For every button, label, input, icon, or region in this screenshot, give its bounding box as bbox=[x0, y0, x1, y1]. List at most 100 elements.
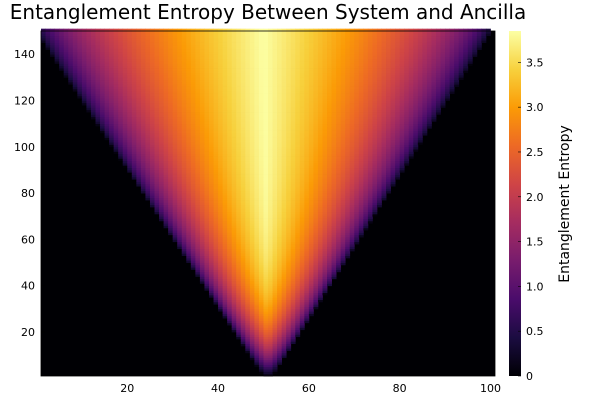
heat-cell bbox=[376, 160, 382, 164]
heat-cell bbox=[417, 109, 423, 113]
heat-cell bbox=[236, 188, 242, 192]
heat-cell bbox=[263, 204, 269, 208]
heat-cell bbox=[136, 179, 142, 182]
heat-cell bbox=[263, 144, 269, 148]
heat-cell bbox=[272, 193, 278, 196]
heat-cell bbox=[290, 325, 296, 328]
heat-cell bbox=[390, 162, 396, 166]
heat-cell bbox=[190, 227, 196, 231]
heat-cell bbox=[218, 301, 223, 305]
heat-cell bbox=[313, 200, 319, 203]
heat-cell bbox=[149, 179, 155, 182]
heat-cell bbox=[286, 149, 292, 152]
heat-cell bbox=[213, 160, 219, 164]
heat-cell bbox=[204, 98, 210, 101]
heat-cell bbox=[113, 151, 119, 155]
heat-cell bbox=[208, 281, 214, 284]
heat-cell bbox=[227, 283, 233, 287]
heat-cell bbox=[195, 271, 201, 275]
heat-cell bbox=[345, 116, 351, 120]
heat-cell bbox=[249, 102, 255, 106]
heat-cell bbox=[322, 112, 328, 115]
heat-cell bbox=[249, 183, 255, 187]
heat-cell bbox=[317, 121, 323, 125]
heat-cell bbox=[354, 98, 360, 101]
heat-cell bbox=[190, 186, 196, 189]
heat-cell bbox=[204, 165, 210, 169]
heat-cell bbox=[322, 253, 328, 256]
heat-cell bbox=[331, 209, 337, 213]
heat-cell bbox=[386, 165, 391, 169]
heat-cell bbox=[308, 112, 314, 115]
heat-cell bbox=[363, 190, 369, 194]
heat-cell bbox=[367, 139, 373, 143]
heat-cell bbox=[386, 179, 391, 182]
heat-cell bbox=[172, 116, 178, 120]
heat-cell bbox=[95, 102, 101, 106]
heat-cell bbox=[272, 285, 278, 289]
heat-cell bbox=[390, 125, 396, 129]
heat-cell bbox=[327, 225, 332, 229]
heat-cell bbox=[163, 223, 169, 226]
heat-cell bbox=[190, 153, 196, 157]
heat-cell bbox=[272, 239, 278, 243]
heat-cell bbox=[295, 232, 301, 236]
heat-cell bbox=[363, 216, 369, 219]
heat-cell bbox=[236, 149, 242, 152]
heat-cell bbox=[213, 174, 219, 178]
heat-cell bbox=[240, 193, 246, 196]
heat-cell bbox=[295, 114, 301, 118]
heat-cell bbox=[281, 334, 287, 338]
heat-cell bbox=[181, 149, 187, 152]
heat-cell bbox=[417, 123, 423, 127]
heat-cell bbox=[190, 102, 196, 106]
heat-cell bbox=[263, 338, 269, 342]
heat-cell bbox=[163, 181, 169, 185]
heat-cell bbox=[354, 137, 360, 141]
heat-cell bbox=[231, 160, 237, 164]
heat-cell bbox=[304, 241, 310, 245]
heat-cell bbox=[254, 322, 260, 326]
heat-cell bbox=[367, 116, 373, 120]
heat-cell bbox=[386, 123, 391, 127]
heat-cell bbox=[367, 158, 373, 162]
heat-cell bbox=[354, 234, 360, 238]
heat-cell bbox=[118, 142, 124, 145]
heat-cell bbox=[149, 142, 155, 145]
heat-cell bbox=[290, 183, 296, 187]
heat-cell bbox=[277, 190, 283, 194]
heat-cell bbox=[122, 102, 128, 106]
heat-cell bbox=[304, 318, 310, 321]
heat-cell bbox=[245, 123, 251, 127]
heat-cell bbox=[181, 100, 187, 104]
heat-cell bbox=[218, 262, 223, 266]
heat-cell bbox=[308, 297, 314, 300]
heat-cell bbox=[331, 216, 337, 219]
heat-cell bbox=[363, 107, 369, 111]
heat-cell bbox=[376, 200, 382, 203]
heat-cell bbox=[277, 167, 283, 171]
heat-cell bbox=[168, 109, 174, 113]
heat-cell bbox=[113, 128, 119, 131]
heat-cell bbox=[218, 250, 223, 254]
heat-cell bbox=[376, 158, 382, 162]
heat-cell bbox=[240, 211, 246, 215]
heat-cell bbox=[104, 105, 110, 108]
heat-cell bbox=[254, 253, 260, 256]
heat-cell bbox=[358, 200, 364, 203]
heat-cell bbox=[340, 167, 346, 171]
heat-cell bbox=[313, 216, 319, 219]
heat-cell bbox=[272, 135, 278, 138]
heat-cell bbox=[313, 250, 319, 254]
heat-cell bbox=[281, 237, 287, 240]
heat-cell bbox=[363, 193, 369, 196]
heat-cell bbox=[268, 369, 273, 372]
heat-cell bbox=[222, 209, 228, 213]
heat-cell bbox=[163, 105, 169, 108]
heat-cell bbox=[204, 206, 210, 210]
heat-cell bbox=[281, 239, 287, 243]
heat-cell bbox=[159, 112, 164, 115]
heat-cell bbox=[313, 283, 319, 287]
heat-cell bbox=[249, 285, 255, 289]
heat-cell bbox=[231, 123, 237, 127]
